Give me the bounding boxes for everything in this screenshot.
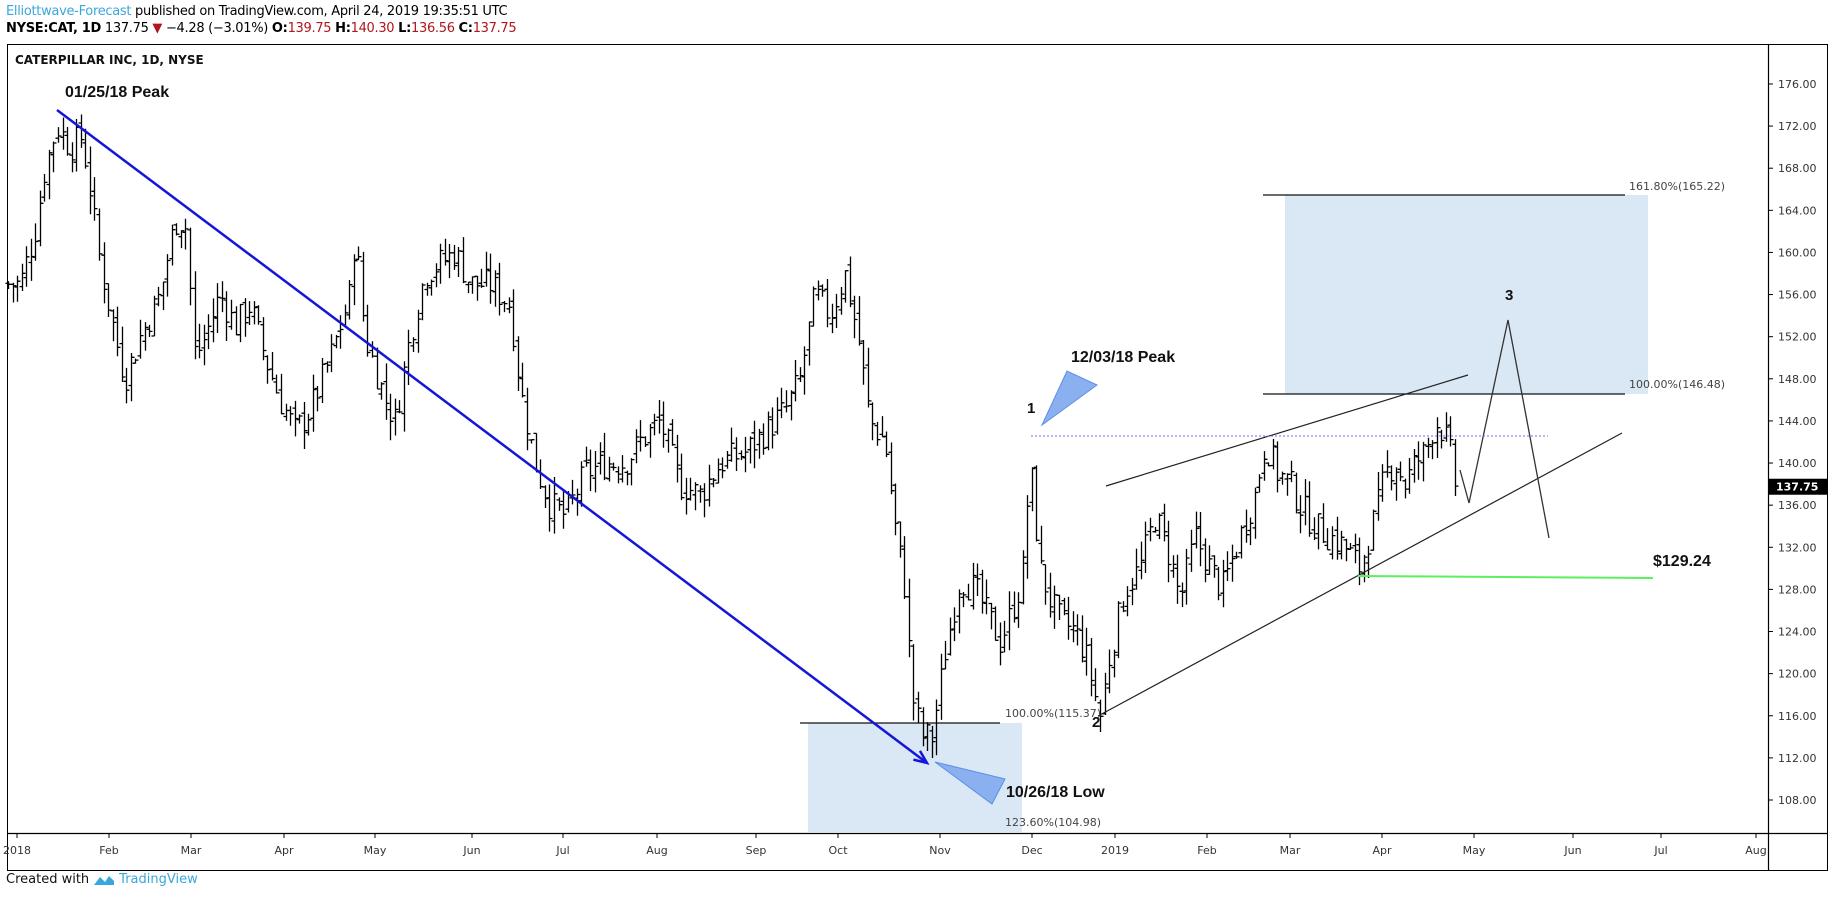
y-tick-label: 116.00 bbox=[1778, 710, 1817, 723]
wave-label: 3 bbox=[1505, 287, 1513, 304]
annotation-label: 12/03/18 Peak bbox=[1071, 349, 1175, 366]
y-tick-label: 136.00 bbox=[1778, 499, 1817, 512]
author-link[interactable]: Elliottwave-Forecast bbox=[6, 4, 132, 19]
ohlc-bars bbox=[5, 114, 1459, 758]
bearish-trendline-line bbox=[56, 109, 928, 764]
x-tick-label: Feb bbox=[99, 844, 118, 857]
low-10-26-marker-icon bbox=[934, 761, 1006, 805]
y-tick-label: 156.00 bbox=[1778, 289, 1817, 302]
y-tick-label: 148.00 bbox=[1778, 373, 1817, 386]
tradingview-logo-icon bbox=[94, 875, 115, 885]
last-price: 137.75 bbox=[104, 21, 149, 36]
open-label: O: bbox=[271, 21, 288, 36]
high-value: 140.30 bbox=[350, 21, 395, 36]
x-tick-label: Nov bbox=[929, 844, 951, 857]
triangle-down-icon: ▼ bbox=[152, 21, 163, 36]
ohlc-bar-series bbox=[5, 114, 1459, 758]
close-label: C: bbox=[458, 21, 473, 36]
y-tick-label: 132.00 bbox=[1778, 541, 1817, 554]
x-tick-label: Jul bbox=[1653, 844, 1667, 857]
close-value: 137.75 bbox=[472, 21, 517, 36]
fib-level-label: 100.00%(146.48) bbox=[1629, 378, 1725, 391]
y-tick-label: 164.00 bbox=[1778, 204, 1817, 217]
symbol-info-bar: NYSE:CAT, 1D 137.75 ▼ −4.28 (−3.01%) O:1… bbox=[6, 21, 517, 36]
y-tick-label: 172.00 bbox=[1778, 120, 1817, 133]
x-tick-label: Mar bbox=[181, 844, 202, 857]
low-value: 136.56 bbox=[411, 21, 455, 36]
channel-lower-line bbox=[1097, 432, 1623, 717]
fib-extension-box bbox=[1285, 195, 1648, 394]
price-change: −4.28 (−3.01%) bbox=[165, 21, 269, 36]
x-tick-label: Sep bbox=[746, 844, 767, 857]
tradingview-link[interactable]: TradingView bbox=[119, 872, 198, 887]
x-tick-label: Jun bbox=[1563, 844, 1581, 857]
x-tick-label: Apr bbox=[1372, 844, 1392, 857]
low-label: L: bbox=[398, 21, 412, 36]
y-tick-label: 160.00 bbox=[1778, 246, 1817, 259]
y-tick-label: 144.00 bbox=[1778, 415, 1817, 428]
x-tick-label: May bbox=[1463, 844, 1486, 857]
open-value: 139.75 bbox=[287, 21, 332, 36]
drawing-lines bbox=[56, 109, 1654, 765]
channel-upper-line bbox=[1105, 374, 1469, 487]
x-tick-label: Apr bbox=[274, 844, 294, 857]
fib-level-label: 100.00%(115.37) bbox=[1005, 707, 1101, 720]
y-tick-label: 120.00 bbox=[1778, 668, 1817, 681]
x-tick-label: Jun bbox=[462, 844, 480, 857]
arrow-head-icon bbox=[913, 750, 930, 765]
annotation-label: $129.24 bbox=[1653, 553, 1711, 570]
y-tick-label: 112.00 bbox=[1778, 752, 1817, 765]
wave-label: 2 bbox=[1092, 714, 1100, 731]
x-tick-label: Oct bbox=[828, 844, 848, 857]
x-tick-label: 2018 bbox=[3, 844, 31, 857]
publish-info: Elliottwave-Forecast published on Tradin… bbox=[6, 4, 508, 19]
y-tick-label: 152.00 bbox=[1778, 331, 1817, 344]
x-tick-label: May bbox=[364, 844, 387, 857]
drawing-markers bbox=[934, 370, 1098, 805]
y-tick-label: 124.00 bbox=[1778, 626, 1817, 639]
y-tick-label: 168.00 bbox=[1778, 162, 1817, 175]
price-axis[interactable]: 176.00 172.00 168.00 164.00 160.00 156.00 152.… bbox=[1768, 78, 1828, 807]
x-tick-label: Aug bbox=[1745, 844, 1766, 857]
projection-path-line bbox=[1459, 319, 1550, 539]
y-tick-label: 128.00 bbox=[1778, 583, 1817, 596]
footer: Created with TradingView bbox=[6, 872, 198, 887]
y-tick-label: 108.00 bbox=[1778, 794, 1817, 807]
fib-level-label: 123.60%(104.98) bbox=[1005, 816, 1101, 829]
last-price-label: 137.75 bbox=[1776, 481, 1818, 494]
x-tick-label: Jul bbox=[555, 844, 569, 857]
x-tick-label: Mar bbox=[1280, 844, 1301, 857]
annotation-label: 01/25/18 Peak bbox=[65, 84, 169, 101]
x-tick-label: Feb bbox=[1197, 844, 1216, 857]
symbol-label: NYSE:CAT, 1D bbox=[6, 21, 102, 36]
high-label: H: bbox=[335, 21, 351, 36]
y-tick-label: 140.00 bbox=[1778, 457, 1817, 470]
x-tick-label: 2019 bbox=[1101, 844, 1129, 857]
annotation-label: 10/26/18 Low bbox=[1006, 784, 1105, 801]
fib-level-label: 161.80%(165.22) bbox=[1629, 180, 1725, 193]
support-129-24-line bbox=[1357, 575, 1654, 579]
created-with-text: Created with bbox=[6, 872, 90, 887]
last-price-label-bg bbox=[1769, 478, 1828, 495]
time-axis[interactable]: 2018 Feb Mar Apr May Jun Jul Aug Sep Oct Nov Dec 201… bbox=[3, 833, 1767, 857]
chart-title: CATERPILLAR INC, 1D, NYSE bbox=[15, 53, 204, 67]
wave-label: 1 bbox=[1027, 400, 1035, 417]
x-tick-label: Aug bbox=[646, 844, 667, 857]
published-text: published on TradingView.com, April 24, … bbox=[131, 4, 508, 19]
y-tick-label: 176.00 bbox=[1778, 78, 1817, 91]
peak-12-03-marker-icon bbox=[1040, 370, 1098, 427]
x-tick-label: Dec bbox=[1021, 844, 1042, 857]
